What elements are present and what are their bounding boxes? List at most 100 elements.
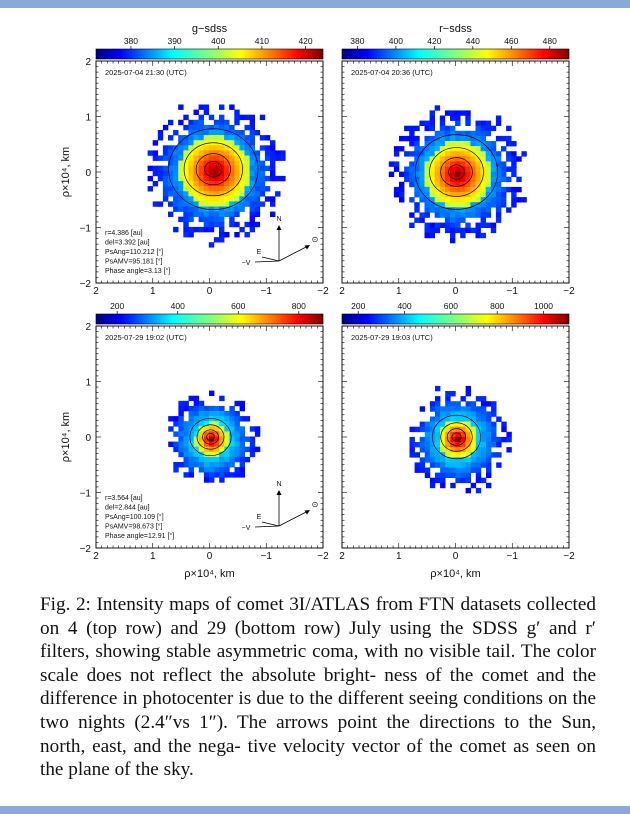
- coma-pixel: [434, 156, 441, 162]
- coma-pixel: [450, 401, 456, 407]
- coma-pixel: [254, 130, 261, 136]
- coma-pixel: [219, 216, 225, 223]
- coma-pixel: [249, 130, 255, 136]
- coma-pixel: [480, 232, 486, 239]
- coma-pixel: [183, 150, 189, 156]
- coma-pixel: [490, 181, 497, 188]
- coma-pixel: [495, 202, 502, 208]
- coma-pixel: [254, 150, 261, 156]
- x-tick-label: 0: [453, 551, 459, 562]
- coma-pixel: [178, 411, 184, 417]
- coma-pixel: [244, 221, 250, 228]
- coma-pixel: [485, 207, 492, 213]
- coma-pixel: [491, 401, 497, 407]
- coma-pixel: [213, 211, 220, 217]
- coma-pixel: [198, 451, 205, 458]
- coma-pixel: [198, 206, 204, 212]
- coma-pixel: [229, 155, 235, 161]
- coma-pixel: [147, 175, 153, 182]
- coma-pixel: [209, 390, 215, 396]
- coma-pixel: [465, 487, 471, 494]
- coma-pixel: [450, 130, 456, 137]
- coma-pixel: [157, 155, 164, 161]
- coma-pixel: [193, 109, 199, 115]
- panel-r-jul29: 200 400 600 800 1000 2 1 0 −1 −2 ρ×10⁴, km 2025-07-…: [339, 301, 575, 580]
- coma-pixel: [516, 186, 522, 193]
- coma-pixel: [152, 140, 159, 146]
- coma-pixel: [244, 436, 251, 442]
- coma-pixel: [259, 135, 266, 141]
- coma-pixel: [229, 436, 235, 442]
- coma-pixel: [239, 226, 245, 233]
- coma-pixel: [219, 451, 225, 458]
- coma-pixel: [264, 150, 271, 156]
- coma-pixel: [485, 141, 492, 147]
- coma-pixel: [193, 119, 199, 126]
- coma-pixel: [393, 146, 400, 152]
- coma-pixel: [419, 181, 425, 188]
- coma-pixel: [496, 462, 502, 468]
- coma-pixel: [450, 416, 456, 422]
- coma-pixel: [168, 160, 174, 166]
- coma-pixel: [234, 451, 240, 458]
- coma-pixel: [229, 426, 235, 432]
- coma-pixel: [455, 477, 461, 484]
- coma-pixel: [147, 165, 153, 172]
- coma-pixel: [455, 472, 461, 478]
- x-tick-label: 2: [93, 286, 99, 297]
- coma-pixel: [249, 221, 255, 228]
- coma-pixel: [450, 181, 456, 188]
- y-tick-label: 0: [85, 433, 91, 444]
- coma-pixel: [219, 221, 225, 228]
- coma-pixel: [183, 196, 189, 202]
- coma-pixel: [490, 186, 497, 193]
- coma-pixel: [506, 135, 512, 142]
- coma-pixel: [229, 221, 235, 228]
- coma-pixel: [475, 202, 481, 208]
- coma-pixel: [193, 175, 199, 182]
- coma-pixel: [214, 446, 220, 453]
- coma-pixel: [490, 141, 497, 147]
- coma-pixel: [259, 114, 266, 121]
- coma-pixel: [219, 395, 225, 402]
- coma-pixel: [239, 467, 245, 473]
- colorbar-tick-label: 390: [167, 36, 181, 46]
- coma-pixel: [439, 130, 446, 137]
- coma-pixel: [234, 175, 240, 182]
- colorbar-tick-label: 600: [231, 301, 245, 311]
- coma-pixel: [224, 145, 230, 151]
- coma-pixel: [455, 207, 461, 213]
- coma-pixel: [501, 161, 507, 167]
- coma-pixel: [234, 416, 240, 422]
- coma-pixel: [475, 472, 482, 478]
- coma-pixel: [229, 135, 235, 141]
- coma-pixel: [234, 119, 240, 126]
- coma-pixel: [224, 124, 230, 131]
- coma-pixel: [491, 426, 497, 433]
- colorbar-tick-label: 400: [211, 36, 225, 46]
- coma-pixel: [219, 119, 225, 126]
- coma-pixel: [168, 201, 174, 207]
- coma-pixel: [424, 120, 430, 126]
- x-tick-label: 1: [150, 286, 156, 297]
- coma-pixel: [414, 135, 420, 142]
- coma-pixel: [193, 462, 200, 468]
- coma-pixel: [198, 400, 205, 407]
- coma-pixel: [188, 150, 194, 156]
- coma-pixel: [203, 411, 210, 417]
- coma-pixel: [439, 125, 446, 132]
- coma-pixel: [203, 186, 210, 192]
- coma-pixel: [444, 125, 451, 132]
- coma-pixel: [244, 165, 250, 172]
- coma-pixel: [219, 155, 225, 161]
- coma-pixel: [475, 421, 482, 427]
- coma-pixel: [506, 156, 512, 162]
- coma-pixel: [224, 446, 230, 453]
- colorbar-tick-label: 800: [490, 301, 504, 311]
- coma-pixel: [434, 192, 441, 198]
- coma-pixel: [219, 436, 225, 442]
- y-tick-label: −2: [80, 279, 92, 290]
- coma-pixel: [455, 227, 461, 234]
- coma-pixel: [183, 431, 189, 437]
- coma-pixel: [475, 156, 481, 162]
